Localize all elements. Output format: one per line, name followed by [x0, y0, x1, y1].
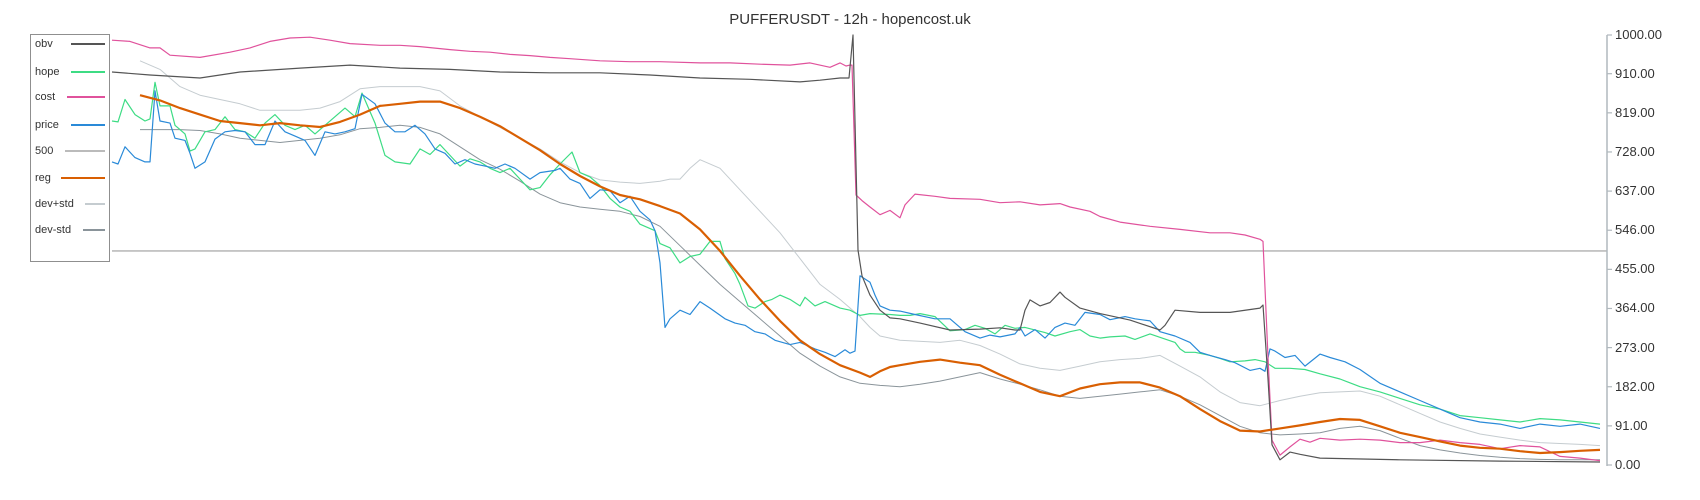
y-axis [1606, 34, 1612, 466]
series-line-reg [139, 94, 1601, 455]
series-line-dev-plus-std [139, 60, 1601, 447]
series-layer [111, 34, 1607, 463]
y-tick-label: 455.00 [1615, 261, 1655, 277]
series-line-obv [111, 34, 1601, 463]
legend-swatch-icon [85, 203, 105, 205]
legend-item-cost[interactable]: cost [35, 90, 107, 104]
legend-label: dev-std [35, 224, 72, 236]
legend-item-price[interactable]: price [35, 118, 107, 132]
chart-legend: obv hope cost price 500 reg dev+std dev-… [30, 34, 110, 262]
series-line-cost [111, 36, 1601, 462]
y-tick-label: 273.00 [1615, 339, 1655, 355]
series-line-dev-std [140, 124, 1600, 461]
legend-swatch-icon [83, 229, 105, 231]
y-tick-label: 0.00 [1615, 457, 1641, 472]
legend-item-500[interactable]: 500 [35, 144, 107, 158]
legend-swatch-icon [71, 43, 105, 45]
series-line-price [111, 90, 1601, 429]
legend-swatch-icon [71, 71, 105, 73]
y-tick-label: 910.00 [1615, 65, 1655, 81]
chart-title: PUFFERUSDT - 12h - hopencost.uk [729, 11, 971, 28]
legend-label: obv [35, 38, 53, 50]
legend-label: 500 [35, 145, 54, 157]
legend-swatch-icon [61, 176, 105, 180]
y-tick-label: 819.00 [1615, 104, 1655, 120]
y-tick-label: 182.00 [1615, 378, 1655, 394]
y-tick-label: 1000.00 [1615, 27, 1662, 42]
y-tick-label: 364.00 [1615, 300, 1655, 316]
legend-label: cost [35, 91, 56, 103]
legend-label: hope [35, 66, 60, 78]
y-tick-label: 91.00 [1615, 417, 1648, 433]
legend-label: reg [35, 172, 51, 184]
legend-swatch-icon [67, 96, 105, 98]
legend-item-dev-plus-std[interactable]: dev+std [35, 197, 107, 211]
legend-swatch-icon [71, 124, 105, 126]
legend-item-obv[interactable]: obv [35, 37, 107, 51]
legend-item-reg[interactable]: reg [35, 171, 107, 185]
legend-label: price [35, 119, 59, 131]
legend-item-hope[interactable]: hope [35, 65, 107, 79]
y-tick-label: 637.00 [1615, 183, 1655, 199]
legend-swatch-icon [65, 150, 105, 152]
y-tick-label: 728.00 [1615, 143, 1655, 159]
legend-item-dev-minus-std[interactable]: dev-std [35, 223, 107, 237]
y-tick-label: 546.00 [1615, 222, 1655, 238]
legend-label: dev+std [35, 198, 74, 210]
